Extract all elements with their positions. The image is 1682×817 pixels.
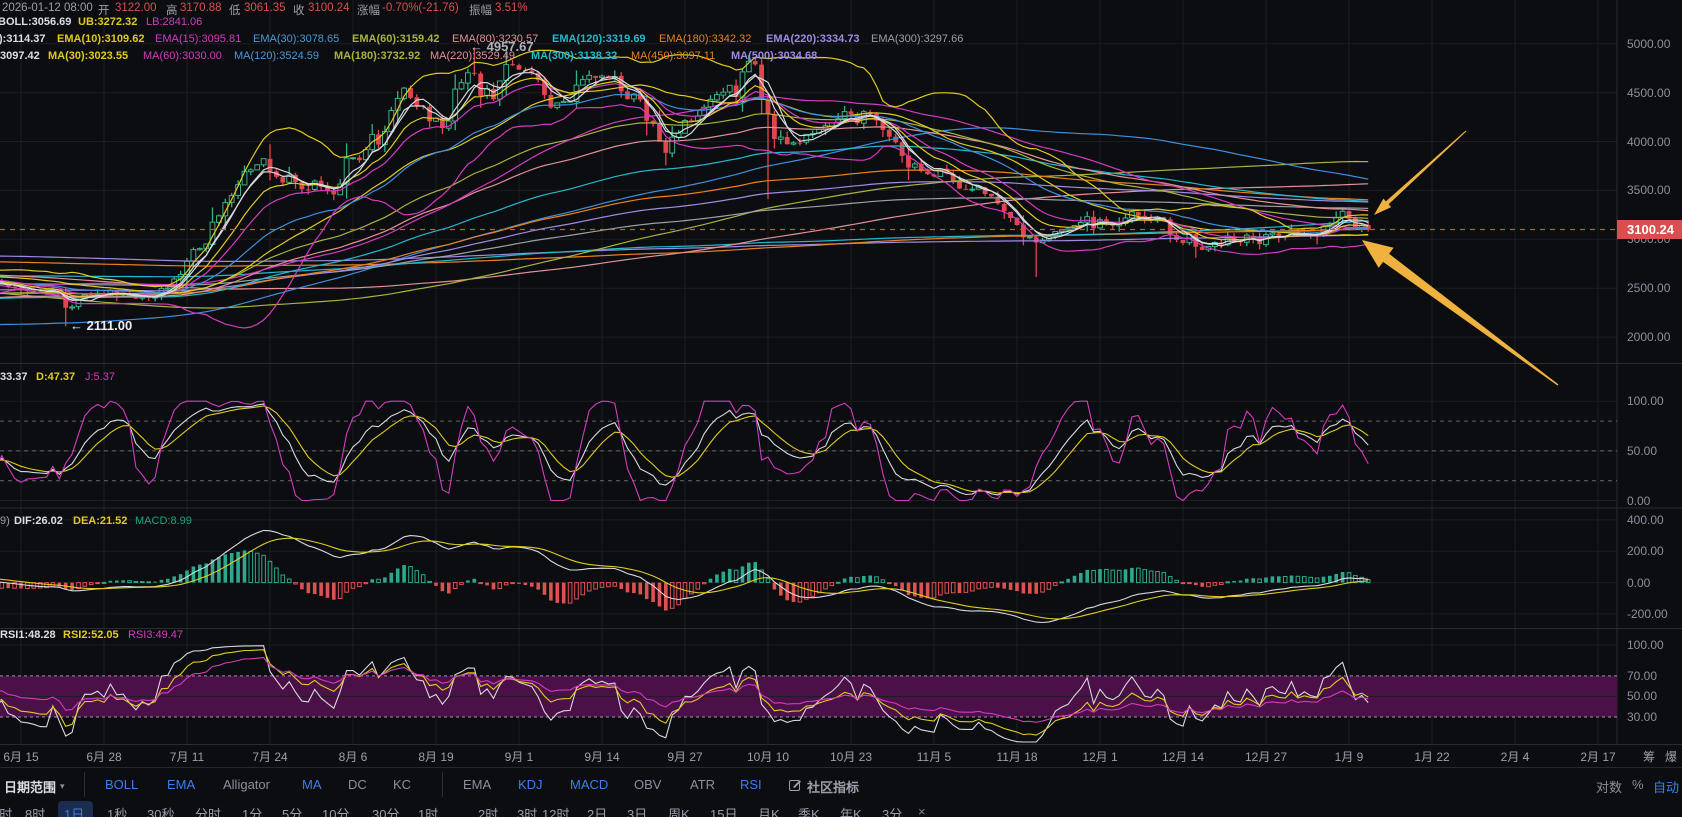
svg-text:3500.00: 3500.00 bbox=[1627, 183, 1671, 197]
svg-text:4000.00: 4000.00 bbox=[1627, 135, 1671, 149]
svg-text:100.00: 100.00 bbox=[1627, 394, 1664, 408]
svg-text:2000.00: 2000.00 bbox=[1627, 330, 1671, 344]
svg-text:← 4957.67: ← 4957.67 bbox=[470, 39, 534, 54]
svg-text:0.00: 0.00 bbox=[1627, 494, 1651, 508]
svg-text:-200.00: -200.00 bbox=[1627, 607, 1668, 621]
svg-text:400.00: 400.00 bbox=[1627, 513, 1664, 527]
svg-text:← 2111.00: ← 2111.00 bbox=[70, 318, 132, 333]
svg-text:4500.00: 4500.00 bbox=[1627, 86, 1671, 100]
svg-text:30.00: 30.00 bbox=[1627, 710, 1657, 724]
svg-text:100.00: 100.00 bbox=[1627, 638, 1664, 652]
svg-text:2500.00: 2500.00 bbox=[1627, 281, 1671, 295]
svg-text:50.00: 50.00 bbox=[1627, 689, 1657, 703]
svg-text:70.00: 70.00 bbox=[1627, 669, 1657, 683]
svg-text:200.00: 200.00 bbox=[1627, 544, 1664, 558]
svg-text:0.00: 0.00 bbox=[1627, 576, 1651, 590]
svg-text:50.00: 50.00 bbox=[1627, 444, 1657, 458]
svg-text:5000.00: 5000.00 bbox=[1627, 37, 1671, 51]
svg-text:3100.24: 3100.24 bbox=[1627, 222, 1675, 237]
